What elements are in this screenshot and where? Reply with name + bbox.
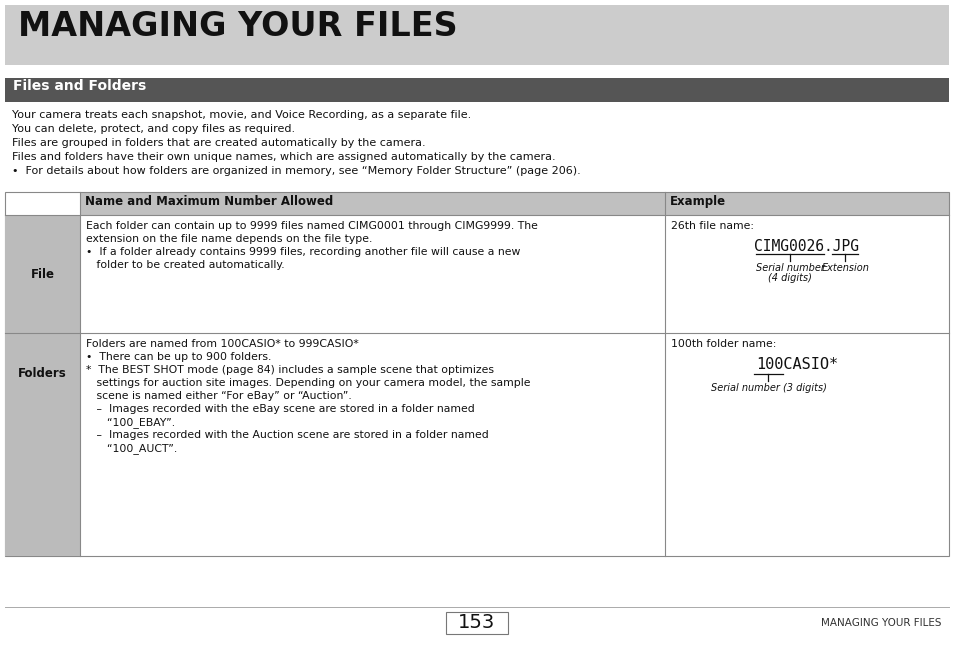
Text: Name and Maximum Number Allowed: Name and Maximum Number Allowed [85,195,333,208]
Text: –  Images recorded with the Auction scene are stored in a folder named: – Images recorded with the Auction scene… [86,430,488,440]
Bar [5,333,80,556]
Text: MANAGING YOUR FILES: MANAGING YOUR FILES [821,618,941,628]
Text: Files are grouped in folders that are created automatically by the camera.: Files are grouped in folders that are cr… [12,138,425,148]
Text: Serial number: Serial number [755,263,823,273]
Text: 100th folder name:: 100th folder name: [670,339,776,349]
Bar [5,215,80,333]
Text: Files and Folders: Files and Folders [13,79,146,93]
Text: 153: 153 [457,614,496,632]
Text: •  For details about how folders are organized in memory, see “Memory Folder Str: • For details about how folders are orga… [12,166,580,176]
Text: Files and folders have their own unique names, which are assigned automatically : Files and folders have their own unique … [12,152,555,162]
Text: Your camera treats each snapshot, movie, and Voice Recording, as a separate file: Your camera treats each snapshot, movie,… [12,110,471,120]
Text: “100_AUCT”.: “100_AUCT”. [86,443,177,454]
Text: Folders: Folders [18,367,67,380]
Text: 100CASIO*: 100CASIO* [755,357,837,372]
Text: •  If a folder already contains 9999 files, recording another file will cause a : • If a folder already contains 9999 file… [86,247,519,257]
Text: You can delete, protect, and copy files as required.: You can delete, protect, and copy files … [12,124,294,134]
Bar [5,192,948,556]
Text: (4 digits): (4 digits) [767,273,811,283]
Text: Example: Example [669,195,725,208]
Text: –  Images recorded with the eBay scene are stored in a folder named: – Images recorded with the eBay scene ar… [86,404,475,414]
Text: Extension: Extension [821,263,868,273]
Text: extension on the file name depends on the file type.: extension on the file name depends on th… [86,234,372,244]
Text: Each folder can contain up to 9999 files named CIMG0001 through CIMG9999. The: Each folder can contain up to 9999 files… [86,221,537,231]
Text: MANAGING YOUR FILES: MANAGING YOUR FILES [18,10,457,43]
Text: 26th file name:: 26th file name: [670,221,753,231]
Text: settings for auction site images. Depending on your camera model, the sample: settings for auction site images. Depend… [86,378,530,388]
Text: *  The BEST SHOT mode (page 84) includes a sample scene that optimizes: * The BEST SHOT mode (page 84) includes … [86,365,494,375]
Text: File: File [30,267,54,280]
Bar [5,5,948,65]
Bar [80,192,948,215]
Bar [5,78,948,102]
Text: “100_EBAY”.: “100_EBAY”. [86,417,175,428]
Text: Serial number (3 digits): Serial number (3 digits) [710,383,825,393]
Text: scene is named either “For eBay” or “Auction”.: scene is named either “For eBay” or “Auc… [86,391,352,401]
Bar [446,612,507,634]
Text: Folders are named from 100CASIO* to 999CASIO*: Folders are named from 100CASIO* to 999C… [86,339,358,349]
Text: CIMG0026.JPG: CIMG0026.JPG [754,239,859,254]
Text: •  There can be up to 900 folders.: • There can be up to 900 folders. [86,352,271,362]
Text: folder to be created automatically.: folder to be created automatically. [86,260,284,270]
